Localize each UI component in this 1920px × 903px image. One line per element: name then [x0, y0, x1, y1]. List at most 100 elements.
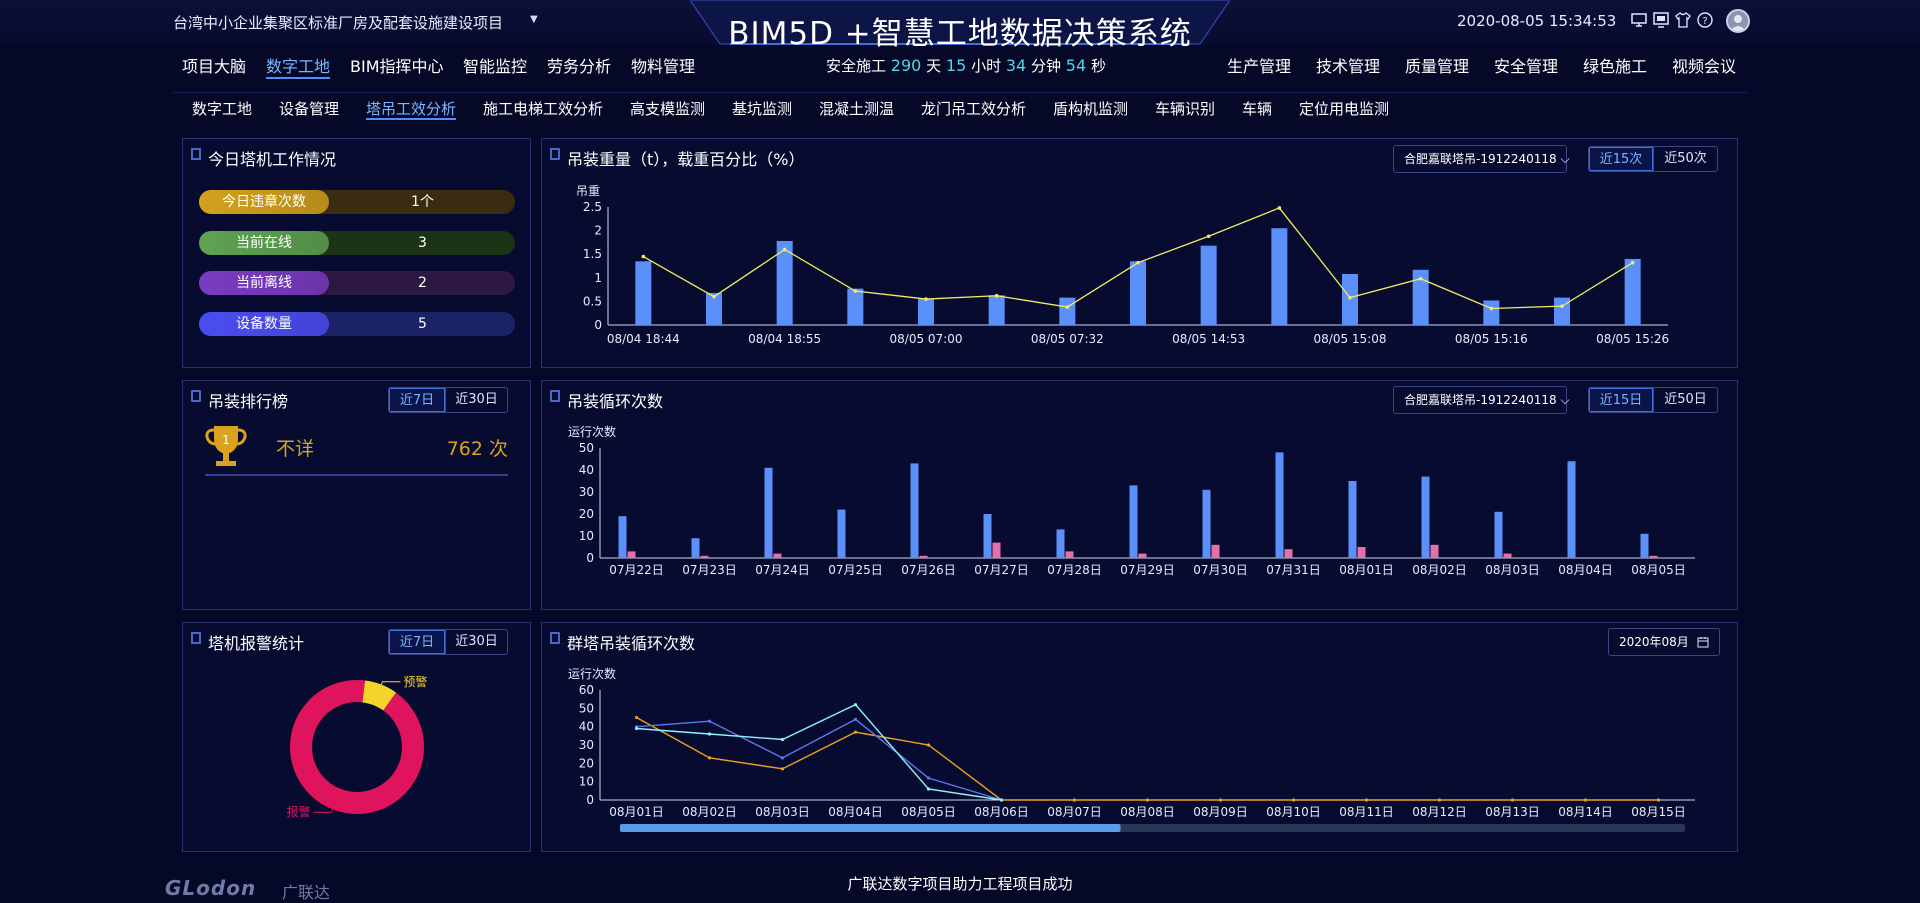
nav-item-brain[interactable]: 项目大脑: [182, 57, 247, 76]
group-series-point: [780, 737, 785, 742]
lift-weight-title: 吊装重量（t），载重百分比（%）: [567, 150, 805, 169]
x-tick-label: 08月02日: [1412, 563, 1467, 577]
x-tick-label: 08月12日: [1412, 805, 1467, 819]
x-tick-label: 08/05 15:26: [1596, 332, 1669, 345]
x-tick-label: 07月30日: [1193, 563, 1248, 577]
project-title[interactable]: 台湾中小企业集聚区标准厂房及配套设施建设项目: [173, 14, 504, 32]
weight-bar: [988, 295, 1005, 325]
cycle-bar-primary: [837, 509, 846, 558]
x-tick-label: 07月28日: [1047, 563, 1102, 577]
svg-text:?: ?: [1702, 16, 1707, 27]
subnav-item-concrete[interactable]: 混凝土测温: [819, 100, 895, 118]
group-date-picker[interactable]: 2020年08月: [1608, 628, 1720, 656]
shirt-icon[interactable]: [1674, 11, 1692, 29]
ranking-range-tabs: 近7日 近30日: [388, 387, 508, 413]
group-series-point: [999, 798, 1004, 802]
panel-title-icon: [550, 390, 560, 402]
weight-bar: [1059, 297, 1076, 325]
nav-item-quality[interactable]: 质量管理: [1405, 57, 1470, 76]
subnav-item-formwork[interactable]: 高支模监测: [630, 100, 706, 118]
cycle-bar-secondary: [1357, 547, 1366, 558]
cycle-range-tabs: 近15日 近50日: [1588, 387, 1718, 413]
x-tick-label: 08月08日: [1120, 805, 1175, 819]
nav-item-production[interactable]: 生产管理: [1227, 57, 1292, 76]
weight-bar: [1200, 245, 1217, 325]
weight-bar: [1554, 297, 1570, 325]
subnav-item-digital-site[interactable]: 数字工地: [192, 100, 253, 118]
nav-active-underline: [266, 77, 330, 79]
weight-crane-select[interactable]: 合肥嘉联塔吊-1912240118 ⌵: [1393, 145, 1570, 173]
system-title: BIM5D +智慧工地数据决策系统: [728, 16, 1192, 52]
subnav-item-tower-crane[interactable]: 塔吊工效分析: [366, 100, 457, 118]
tab-weight-15[interactable]: 近15次: [1589, 147, 1653, 171]
x-tick-label: 07月31日: [1266, 563, 1321, 577]
monitor-icon[interactable]: [1630, 11, 1648, 29]
load-percent-point: [712, 294, 716, 299]
ranking-name: 不详: [276, 438, 315, 460]
cycle-bar-primary: [983, 514, 992, 558]
nav-item-technology[interactable]: 技术管理: [1316, 57, 1381, 76]
project-dropdown-icon[interactable]: ▼: [530, 14, 538, 25]
nav-item-safety[interactable]: 安全管理: [1494, 57, 1559, 76]
load-percent-point: [641, 254, 646, 259]
load-percent-point: [1277, 206, 1282, 210]
x-tick-label: 08月03日: [1485, 563, 1540, 577]
x-tick-label: 07月26日: [901, 563, 956, 577]
tab-alarm-7[interactable]: 近7日: [389, 630, 445, 654]
cycle-bar-secondary: [1503, 553, 1512, 558]
cycle-crane-select[interactable]: 合肥嘉联塔吊-1912240118 ⌵: [1393, 386, 1570, 414]
nav-item-bim[interactable]: BIM指挥中心: [350, 57, 444, 76]
tab-weight-50[interactable]: 近50次: [1653, 147, 1717, 171]
zoom-handle[interactable]: [620, 824, 1121, 832]
x-tick-label: 08月06日: [974, 805, 1029, 819]
safety-minutes: 34: [1005, 56, 1027, 75]
subnav-item-elevator[interactable]: 施工电梯工效分析: [483, 100, 604, 118]
help-icon[interactable]: ?: [1696, 11, 1714, 29]
alarm-slice-label: 预警: [403, 674, 427, 689]
nav-item-monitor[interactable]: 智能监控: [463, 57, 528, 76]
nav-item-green[interactable]: 绿色施工: [1583, 57, 1648, 76]
subnav-item-gantry[interactable]: 龙门吊工效分析: [921, 100, 1027, 118]
panel-title-icon: [550, 632, 560, 644]
subnav-item-vehicle-recognition[interactable]: 车辆识别: [1155, 100, 1216, 118]
safety-prefix: 安全施工: [826, 57, 887, 75]
nav-item-digital-site[interactable]: 数字工地: [266, 57, 331, 76]
y-axis-label: 吊重: [576, 184, 600, 198]
cycle-bar-secondary: [627, 551, 636, 558]
subnav-item-vehicle[interactable]: 车辆: [1242, 100, 1273, 118]
cycle-bar-secondary: [1211, 544, 1220, 558]
load-percent-point: [853, 289, 858, 293]
safety-hours: 15: [945, 56, 967, 75]
subnav-item-power[interactable]: 定位用电监测: [1299, 100, 1390, 118]
group-series-point: [707, 756, 712, 760]
nav-item-labor[interactable]: 劳务分析: [547, 57, 612, 76]
x-tick-label: 08月05日: [1631, 563, 1686, 577]
nav-item-material[interactable]: 物料管理: [631, 57, 696, 76]
avatar[interactable]: [1726, 9, 1750, 33]
tab-cycle-15[interactable]: 近15日: [1589, 388, 1653, 412]
calendar-icon: [1697, 637, 1709, 648]
screen-icon[interactable]: [1652, 11, 1670, 29]
y-tick-label: 0: [586, 793, 594, 807]
nav-item-video[interactable]: 视频会议: [1672, 57, 1737, 76]
ranking-rank: 1: [222, 433, 230, 447]
x-tick-label: 08月02日: [682, 805, 737, 819]
tab-ranking-30[interactable]: 近30日: [445, 388, 507, 412]
group-series-point: [1291, 798, 1296, 802]
sub-navigation: [173, 92, 1747, 130]
weight-bar: [1624, 258, 1641, 325]
y-tick-label: 0: [586, 551, 594, 565]
tab-cycle-50[interactable]: 近50日: [1653, 388, 1717, 412]
x-tick-label: 08/05 07:32: [1031, 332, 1104, 345]
alarm-label-line: [313, 809, 334, 813]
tab-ranking-7[interactable]: 近7日: [389, 388, 445, 412]
load-percent-point: [1418, 276, 1423, 281]
load-percent-point: [1348, 295, 1352, 300]
y-tick-label: 50: [579, 441, 594, 455]
subnav-item-equipment[interactable]: 设备管理: [279, 100, 340, 118]
y-tick-label: 1.5: [583, 247, 602, 261]
subnav-item-pit[interactable]: 基坑监测: [732, 100, 793, 118]
subnav-item-shield[interactable]: 盾构机监测: [1053, 100, 1129, 118]
tab-alarm-30[interactable]: 近30日: [445, 630, 507, 654]
x-tick-label: 07月29日: [1120, 563, 1175, 577]
